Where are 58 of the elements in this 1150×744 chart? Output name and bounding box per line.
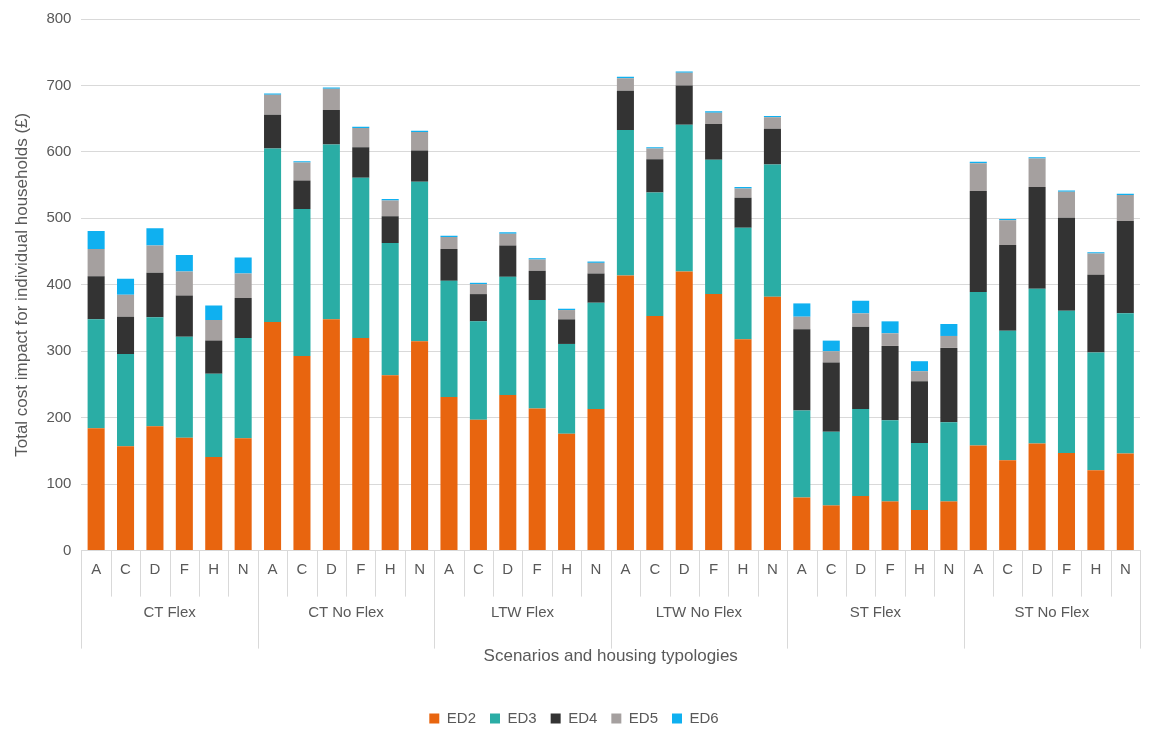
x-tick-label: H — [737, 559, 749, 577]
x-tick-label: A — [796, 559, 807, 577]
x-tick-label: D — [1031, 559, 1043, 577]
y-axis-title: Total cost impact for individual households (£) — [11, 112, 31, 457]
legend-label: ED3 — [507, 708, 537, 726]
x-tick-label: N — [943, 559, 955, 577]
legend-label: ED4 — [568, 708, 598, 726]
x-tick-label: A — [620, 559, 631, 577]
legend-label: ED6 — [689, 708, 719, 726]
x-tick-label: C — [120, 559, 132, 577]
text: LTW No Flex — [655, 602, 743, 620]
y-tick-label: 300 — [46, 341, 72, 359]
x-tick-label: N — [590, 559, 602, 577]
y-tick-label: 700 — [46, 75, 72, 93]
x-tick-label: C — [472, 559, 484, 577]
x-tick-label: H — [208, 559, 220, 577]
y-tick-label: 800 — [46, 9, 72, 27]
x-tick-label: A — [267, 559, 278, 577]
x-tick-label: F — [709, 559, 719, 577]
text: CT Flex — [143, 602, 197, 620]
x-tick-label: F — [532, 559, 542, 577]
x-tick-label: C — [296, 559, 308, 577]
x-tick-label: A — [443, 559, 454, 577]
legend-label: ED2 — [446, 708, 476, 726]
x-tick-label: D — [678, 559, 690, 577]
x-tick-label: C — [1002, 559, 1014, 577]
x-tick-label: N — [1119, 559, 1131, 577]
text: ST Flex — [849, 602, 902, 620]
x-tick-label: H — [914, 559, 925, 577]
y-tick-label: 500 — [46, 208, 72, 226]
x-tick-label: H — [1090, 559, 1102, 577]
x-tick-label: N — [237, 559, 249, 577]
y-tick-label: 200 — [46, 407, 72, 425]
y-tick-label: 0 — [63, 540, 72, 558]
x-tick-label: F — [356, 559, 366, 577]
x-tick-label: F — [1061, 559, 1072, 577]
y-tick-label: 600 — [46, 142, 72, 160]
y-tick-label: 100 — [46, 474, 72, 492]
x-tick-label: A — [973, 559, 984, 577]
x-tick-label: C — [649, 559, 661, 577]
x-tick-label: D — [325, 559, 337, 577]
x-tick-label: H — [384, 559, 396, 577]
text: LTW Flex — [490, 602, 555, 620]
x-tick-label: N — [414, 559, 425, 577]
x-tick-label: D — [855, 559, 867, 577]
y-tick-label: 400 — [46, 274, 72, 292]
x-tick-label: D — [502, 559, 514, 577]
x-tick-label: H — [561, 559, 573, 577]
x-tick-label: A — [91, 559, 102, 577]
x-tick-label: C — [825, 559, 837, 577]
x-tick-label: D — [149, 559, 161, 577]
legend-label: ED5 — [628, 708, 659, 726]
text: ST No Flex — [1014, 602, 1090, 620]
x-axis-title: Scenarios and housing typologies — [483, 646, 738, 666]
text: CT No Flex — [308, 602, 385, 620]
x-tick-label: N — [767, 559, 778, 577]
x-tick-label: F — [885, 559, 895, 577]
x-tick-label: F — [179, 559, 189, 577]
